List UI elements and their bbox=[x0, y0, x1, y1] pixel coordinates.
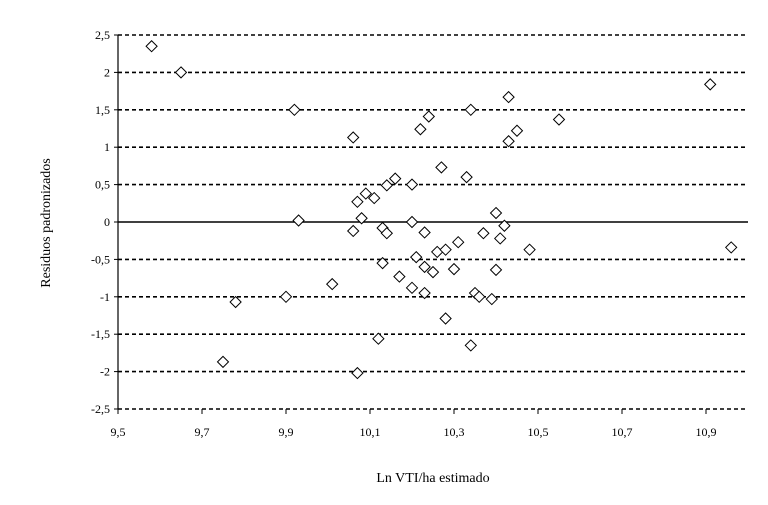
y-tick-labels: 2,5 2 1,5 1 0,5 0 -0,5 -1 -1,5 -2 -2,5 bbox=[91, 28, 118, 416]
data-point bbox=[405, 215, 419, 229]
data-point bbox=[145, 40, 158, 53]
data-point bbox=[439, 243, 452, 256]
x-tick-label: 9,5 bbox=[111, 425, 126, 439]
x-tick-label: 10,1 bbox=[360, 425, 381, 439]
data-point bbox=[174, 66, 188, 79]
x-tick-label: 10,5 bbox=[528, 425, 549, 439]
y-axis-label: Residuos padronizados bbox=[39, 158, 54, 287]
y-tick-label: 0 bbox=[104, 215, 110, 229]
y-tick-label: 1 bbox=[104, 140, 110, 154]
y-tick-label: -2 bbox=[100, 365, 110, 379]
grid-lines bbox=[118, 34, 748, 410]
x-tick-label: 10,3 bbox=[444, 425, 465, 439]
data-point bbox=[388, 172, 402, 185]
data-point bbox=[472, 290, 486, 304]
data-point bbox=[493, 232, 507, 245]
y-tick-label: -1,5 bbox=[91, 327, 110, 341]
x-tick-label: 9,7 bbox=[195, 425, 210, 439]
data-point bbox=[489, 263, 503, 277]
data-point bbox=[426, 265, 440, 279]
data-point bbox=[393, 270, 406, 283]
data-point bbox=[292, 214, 305, 227]
data-point bbox=[346, 131, 360, 144]
axes bbox=[117, 35, 748, 409]
data-point bbox=[418, 226, 431, 239]
x-tick-label: 10,9 bbox=[696, 425, 717, 439]
y-tick-label: 1,5 bbox=[95, 103, 110, 117]
data-point bbox=[460, 170, 473, 184]
data-point bbox=[451, 235, 465, 249]
data-point bbox=[355, 212, 368, 225]
data-point bbox=[418, 260, 431, 274]
data-point bbox=[279, 290, 293, 304]
data-point bbox=[464, 103, 478, 117]
data-point bbox=[502, 90, 515, 104]
data-point bbox=[359, 187, 373, 200]
data-point bbox=[477, 227, 490, 240]
data-point bbox=[464, 339, 478, 352]
y-tick-label: -2,5 bbox=[91, 402, 110, 416]
data-point bbox=[510, 124, 524, 137]
data-point bbox=[216, 355, 230, 369]
data-point bbox=[346, 224, 360, 238]
data-point bbox=[724, 241, 738, 254]
data-point bbox=[405, 281, 419, 295]
data-point bbox=[552, 113, 566, 126]
data-point bbox=[351, 195, 364, 209]
x-tick-label: 10,7 bbox=[612, 425, 633, 439]
y-tick-label: -1 bbox=[100, 290, 110, 304]
data-point bbox=[414, 123, 427, 136]
data-point bbox=[485, 292, 499, 306]
data-points bbox=[145, 40, 738, 380]
data-point bbox=[380, 227, 394, 240]
data-point bbox=[288, 103, 301, 117]
data-point bbox=[380, 179, 394, 192]
data-point bbox=[405, 178, 419, 191]
data-point bbox=[367, 191, 381, 205]
data-point bbox=[435, 161, 448, 174]
y-tick-label: -0,5 bbox=[91, 252, 110, 266]
data-point bbox=[372, 332, 385, 345]
data-point bbox=[409, 250, 423, 264]
data-point bbox=[418, 286, 431, 300]
data-point bbox=[703, 78, 717, 91]
data-point bbox=[489, 206, 503, 220]
data-point bbox=[325, 277, 339, 291]
data-point bbox=[351, 366, 364, 380]
data-point bbox=[523, 243, 536, 256]
data-point bbox=[422, 110, 436, 123]
x-axis-label: Ln VTI/ha estimado bbox=[376, 471, 489, 486]
data-point bbox=[447, 262, 461, 276]
y-tick-label: 2,5 bbox=[95, 28, 110, 42]
data-point bbox=[439, 312, 452, 325]
data-point bbox=[498, 219, 511, 232]
y-tick-label: 0,5 bbox=[95, 178, 110, 192]
x-tick-labels: 9,5 9,7 9,9 10,1 10,3 10,5 10,7 10,9 bbox=[111, 409, 717, 439]
x-tick-label: 9,9 bbox=[279, 425, 294, 439]
data-point bbox=[502, 135, 515, 148]
y-tick-label: 2 bbox=[104, 65, 110, 79]
data-point bbox=[376, 256, 389, 270]
data-point bbox=[229, 295, 242, 309]
